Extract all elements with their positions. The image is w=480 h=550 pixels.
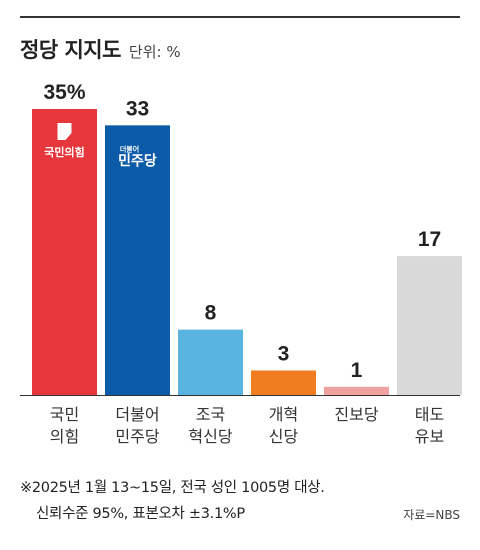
- footnote-line-2: 신뢰수준 95%, 표본오차 ±3.1%P: [36, 506, 245, 522]
- category-label-3-1: 신당: [269, 427, 299, 446]
- party-logo-text-1: 민주당: [118, 152, 157, 169]
- category-label-3-0: 개혁: [269, 405, 298, 424]
- value-label-5: 17: [418, 228, 441, 251]
- category-label-2-1: 혁신당: [188, 427, 232, 446]
- bar-1: [105, 125, 170, 395]
- category-label-1-0: 더불어: [115, 405, 159, 424]
- bar-5: [397, 256, 462, 395]
- bar-chart: 35%국민의힘33더불어민주당8조국혁신당3개혁신당1진보당17태도유보국민의힘…: [20, 81, 462, 446]
- party-logo-mark-0: [57, 123, 72, 140]
- category-label-5-0: 태도: [415, 405, 444, 424]
- bar-0: [32, 109, 97, 395]
- value-label-4: 1: [351, 359, 363, 382]
- bar-4: [324, 386, 389, 395]
- party-logo-text-0: 국민의힘: [44, 145, 84, 159]
- party-logo-small-text-1: 더불어: [120, 144, 139, 153]
- category-label-4-0: 진보당: [334, 405, 378, 424]
- title-row: 정당 지지도 단위: %: [20, 34, 181, 64]
- category-label-5-1: 유보: [415, 427, 444, 446]
- category-label-0-0: 국민: [50, 405, 79, 424]
- value-label-1: 33: [126, 97, 149, 120]
- value-label-0: 35%: [43, 81, 85, 104]
- bar-3: [251, 370, 316, 395]
- top-rule: [20, 16, 460, 18]
- category-label-2-0: 조국: [196, 405, 225, 424]
- value-label-2: 8: [205, 302, 217, 325]
- value-label-3: 3: [278, 342, 290, 365]
- category-label-1-1: 민주당: [115, 427, 159, 446]
- footnote-line-1: ※2025년 1월 13~15일, 전국 성인 1005명 대상.: [20, 480, 325, 496]
- chart-title: 정당 지지도: [20, 38, 121, 62]
- category-label-0-1: 의힘: [50, 427, 79, 446]
- bar-2: [178, 329, 243, 395]
- source-label: 자료=NBS: [403, 508, 460, 522]
- unit-label: 단위: %: [128, 43, 181, 61]
